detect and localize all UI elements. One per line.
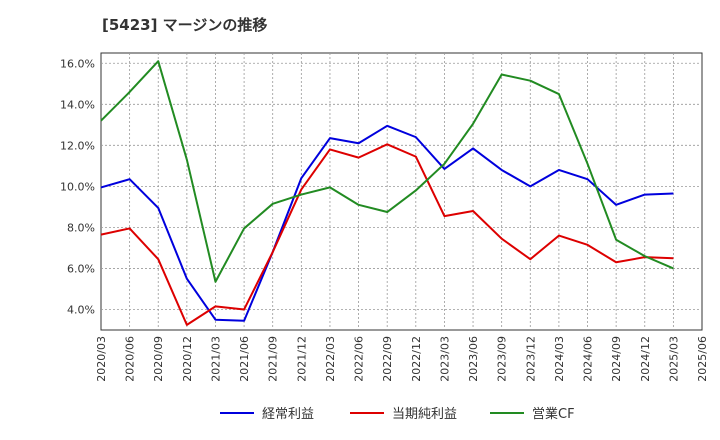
x-tick-label: 2022/03 — [324, 336, 337, 382]
series-line-3 — [100, 60, 674, 283]
y-tick-label: 16.0% — [60, 57, 95, 70]
x-tick-label: 2022/06 — [353, 336, 366, 382]
x-tick-label: 2023/03 — [438, 336, 451, 382]
y-tick-label: 14.0% — [60, 98, 95, 111]
series-line-2 — [100, 143, 674, 326]
y-tick-label: 4.0% — [67, 303, 95, 316]
x-tick-label: 2022/09 — [381, 336, 394, 382]
x-tick-label: 2020/09 — [152, 336, 165, 382]
x-tick-label: 2022/12 — [410, 336, 423, 382]
x-tick-label: 2024/03 — [553, 336, 566, 382]
x-tick-label: 2023/09 — [496, 336, 509, 382]
x-tick-label: 2021/09 — [267, 336, 280, 382]
x-tick-label: 2025/03 — [667, 336, 680, 382]
legend-label-2: 当期純利益 — [392, 407, 457, 422]
x-tick-label: 2025/06 — [696, 336, 709, 382]
y-tick-label: 10.0% — [60, 180, 95, 193]
legend-label-3: 営業CF — [532, 406, 575, 422]
x-tick-label: 2021/12 — [295, 336, 308, 382]
plot-area — [100, 52, 703, 331]
x-tick-label: 2023/06 — [467, 336, 480, 382]
x-tick-label: 2021/03 — [209, 336, 222, 382]
y-tick-label: 6.0% — [67, 262, 95, 275]
x-tick-label: 2024/06 — [582, 336, 595, 382]
x-tick-label: 2024/09 — [610, 336, 623, 382]
x-tick-label: 2020/12 — [181, 336, 194, 382]
x-tick-label: 2021/06 — [238, 336, 251, 382]
y-tick-label: 8.0% — [67, 221, 95, 234]
x-tick-label: 2020/06 — [124, 336, 137, 382]
chart-title: [5423] マージンの推移 — [102, 16, 268, 34]
legend-label-1: 経常利益 — [262, 407, 314, 422]
y-tick-label: 12.0% — [60, 139, 95, 152]
series-line-1 — [100, 124, 674, 322]
x-tick-label: 2023/12 — [524, 336, 537, 382]
x-tick-label: 2024/12 — [639, 336, 652, 382]
x-tick-label: 2020/03 — [95, 336, 108, 382]
